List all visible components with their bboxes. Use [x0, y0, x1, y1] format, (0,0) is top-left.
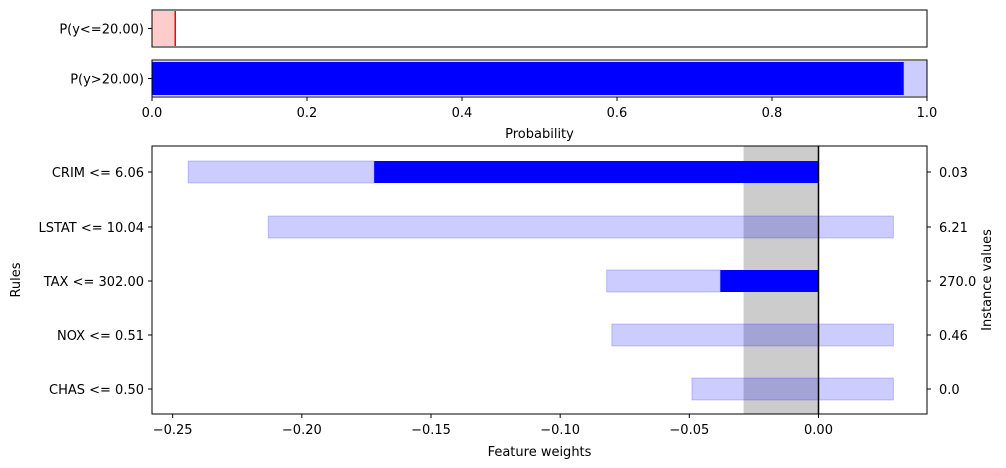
x-tick-label: −0.05	[669, 423, 709, 438]
instance-value-label: 270.0	[939, 275, 976, 290]
weight-bar	[374, 161, 819, 183]
weight-interval-bar	[606, 269, 721, 293]
prob-category-label: P(y>20.00)	[70, 73, 144, 88]
weight-interval-bar	[187, 160, 375, 184]
instance-value-label: 0.46	[939, 329, 968, 344]
rule-label: NOX <= 0.51	[57, 329, 144, 344]
x-axis-label: Feature weights	[488, 445, 592, 460]
x-tick-label: −0.15	[411, 423, 451, 438]
x-tick-label: −0.20	[282, 423, 322, 438]
y-axis-label: Rules	[9, 262, 24, 297]
weight-interval-bar	[267, 215, 894, 239]
y2-axis-label: Instance values	[980, 229, 995, 331]
x-tick-label: 0.0	[142, 106, 163, 121]
rule-label: TAX <= 302.00	[43, 275, 144, 290]
x-tick-label: 0.00	[804, 423, 833, 438]
prob-bar	[152, 62, 904, 95]
x-axis-label: Probability	[505, 127, 574, 142]
prob-axes-frame	[151, 9, 928, 48]
rule-label: LSTAT <= 10.04	[38, 221, 144, 236]
instance-value-label: 0.03	[939, 166, 968, 181]
x-tick-label: 0.6	[607, 106, 628, 121]
x-tick-label: 0.4	[452, 106, 473, 121]
x-tick-label: 1.0	[917, 106, 938, 121]
weight-bar	[720, 270, 819, 292]
x-tick-label: 0.2	[297, 106, 318, 121]
prob-interval-bar	[152, 11, 176, 46]
rule-label: CHAS <= 0.50	[49, 383, 144, 398]
weight-interval-bar	[611, 323, 894, 347]
x-tick-label: −0.25	[153, 423, 193, 438]
prob-category-label: P(y<=20.00)	[59, 23, 144, 38]
instance-value-label: 0.0	[939, 383, 960, 398]
x-tick-label: 0.8	[762, 106, 783, 121]
instance-value-label: 6.21	[939, 221, 968, 236]
weights-axes-frame	[151, 145, 928, 415]
x-tick-label: −0.10	[540, 423, 580, 438]
rule-label: CRIM <= 6.06	[52, 166, 144, 181]
weight-interval-bar	[691, 377, 894, 401]
